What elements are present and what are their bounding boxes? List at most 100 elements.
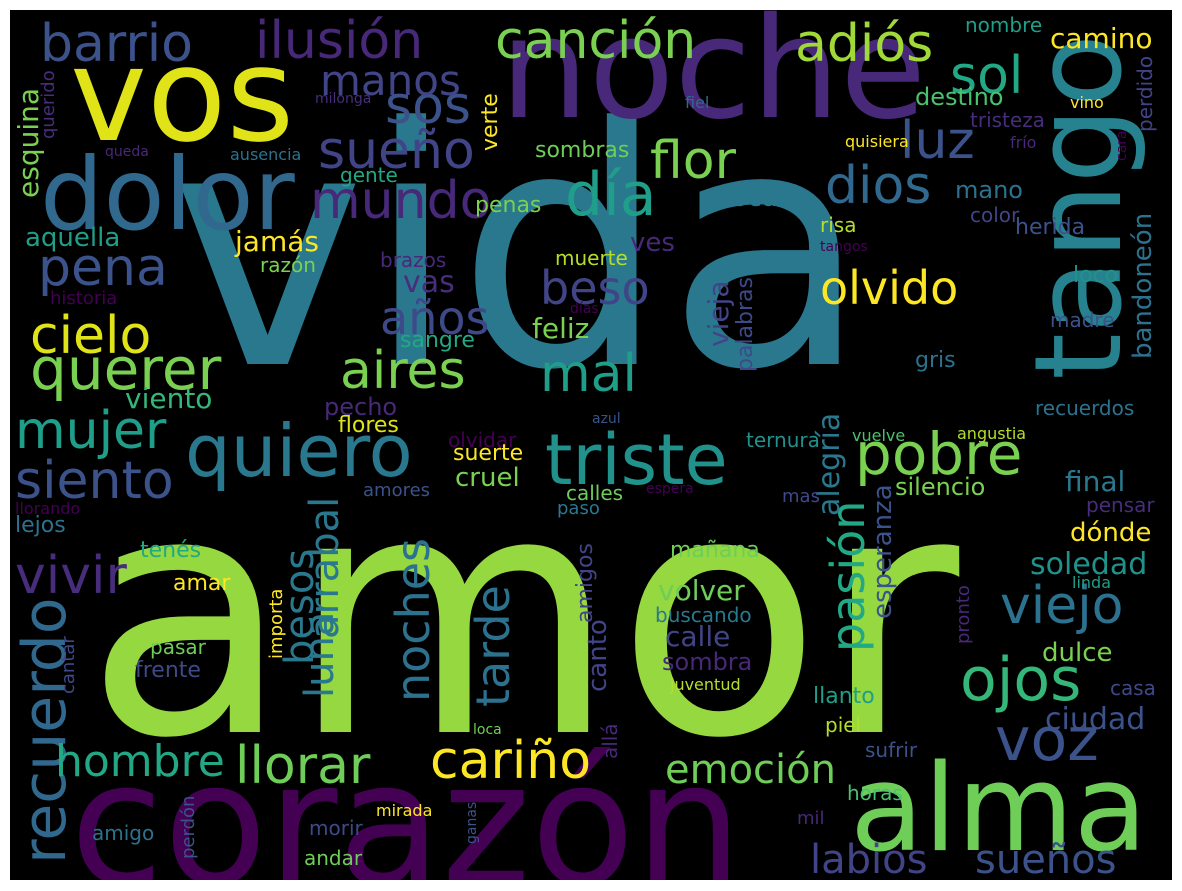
- cloud-word: pobre: [855, 420, 1023, 488]
- cloud-word: dolor: [40, 136, 295, 253]
- cloud-word: amigos: [573, 542, 598, 623]
- cloud-word: final: [1065, 465, 1126, 498]
- cloud-word: historia: [50, 288, 118, 309]
- cloud-word: amores: [363, 480, 431, 501]
- cloud-word: beso: [540, 261, 650, 315]
- cloud-word: vuelve: [852, 426, 906, 445]
- cloud-word: verte: [478, 92, 503, 151]
- cloud-word: bandoneón: [1128, 212, 1158, 359]
- cloud-word: morir: [309, 816, 363, 840]
- cloud-word: cantar: [58, 636, 79, 695]
- cloud-word: sueño: [318, 121, 475, 181]
- cloud-word: pena: [38, 238, 168, 298]
- cloud-word: ojos: [960, 645, 1082, 715]
- cloud-word: manos: [320, 56, 461, 105]
- cloud-word: mas: [782, 486, 820, 507]
- cloud-word: boca: [715, 183, 778, 213]
- cloud-word: llanto: [813, 684, 875, 709]
- cloud-word: aquella: [25, 223, 121, 253]
- cloud-word: gris: [915, 348, 956, 373]
- cloud-word: frío: [1010, 133, 1037, 152]
- cloud-word: perdón: [178, 795, 199, 860]
- cloud-word: pecho: [324, 393, 398, 421]
- cloud-word: frente: [135, 658, 201, 683]
- cloud-word: pensar: [1086, 493, 1155, 517]
- cloud-word: llorar: [235, 736, 371, 796]
- cloud-word: pasar: [150, 635, 206, 659]
- cloud-word: ciudad: [1045, 702, 1146, 737]
- cloud-word: sos: [385, 76, 471, 136]
- cloud-word: muerte: [555, 246, 628, 270]
- cloud-word: pronto: [953, 585, 974, 645]
- cloud-word: labios: [810, 837, 928, 880]
- cloud-word: risa: [820, 213, 857, 237]
- cloud-word: penas: [475, 193, 542, 218]
- cloud-word: ganas: [464, 801, 480, 844]
- cloud-word: jamás: [235, 225, 319, 258]
- cloud-word: tenés: [140, 538, 202, 563]
- cloud-word: olvido: [820, 261, 959, 315]
- cloud-word: vida: [170, 58, 869, 442]
- cloud-word: cielo: [30, 306, 152, 366]
- cloud-word: flores: [338, 413, 399, 438]
- word-cloud: vida amor corazón noche tango alma vos dolor qui…: [10, 10, 1172, 880]
- cloud-word: flor: [650, 131, 736, 191]
- cloud-word: lejos: [15, 513, 66, 538]
- cloud-word: ves: [630, 228, 675, 258]
- cloud-word: amar: [173, 571, 231, 596]
- cloud-word: vos: [70, 19, 295, 171]
- cloud-word: andar: [304, 846, 363, 870]
- cloud-word: tristeza: [970, 108, 1045, 132]
- cloud-word: calle: [665, 620, 731, 653]
- cloud-word: allá: [598, 723, 622, 759]
- cloud-word: tangos: [820, 239, 868, 255]
- cloud-word: angustia: [957, 424, 1027, 443]
- cloud-word: loca: [473, 722, 502, 738]
- cloud-word: hombre: [55, 736, 225, 787]
- cloud-word: dónde: [1070, 518, 1152, 548]
- cloud-word: ilusión: [255, 11, 424, 71]
- cloud-word: sombras: [535, 138, 630, 163]
- cloud-word: vivir: [15, 546, 127, 606]
- cloud-word: viejo: [1000, 576, 1124, 636]
- cloud-word: mil: [797, 808, 825, 829]
- cloud-word: mañana: [670, 538, 760, 563]
- cloud-word: triste: [545, 419, 728, 501]
- cloud-word: amigo: [92, 821, 155, 845]
- cloud-word: noches: [386, 537, 440, 702]
- cloud-word: cara: [1114, 130, 1130, 161]
- cloud-word: emoción: [665, 747, 836, 793]
- cloud-word: destino: [915, 83, 1004, 111]
- cloud-word: cruel: [455, 463, 520, 493]
- cloud-word: silencio: [895, 473, 986, 501]
- cloud-word: pasión: [821, 500, 875, 652]
- cloud-word: viento: [125, 382, 213, 415]
- cloud-word: quisiera: [845, 132, 909, 151]
- cloud-word: sueños: [975, 837, 1117, 880]
- cloud-word: dulce: [1042, 638, 1113, 668]
- cloud-word: dios: [825, 156, 932, 216]
- cloud-word: luz: [900, 111, 975, 171]
- cloud-word: aires: [340, 341, 466, 401]
- cloud-word: nombre: [965, 13, 1043, 37]
- cloud-word: importa: [266, 588, 287, 660]
- cloud-word: años: [380, 291, 490, 345]
- cloud-word: días: [570, 301, 599, 317]
- cloud-word: palabras: [733, 276, 758, 372]
- cloud-word: sombra: [662, 648, 753, 676]
- cloud-word: canción: [495, 11, 697, 71]
- cloud-word: casa: [1110, 676, 1156, 700]
- cloud-word: juventud: [670, 675, 741, 694]
- cloud-word: tarde: [466, 584, 520, 707]
- cloud-word: querido: [38, 70, 59, 140]
- cloud-word: feliz: [532, 312, 590, 345]
- cloud-word: volver: [658, 574, 745, 607]
- cloud-word: sufrir: [865, 738, 918, 762]
- cloud-word: mujer: [15, 401, 167, 461]
- cloud-word: querer: [30, 335, 222, 403]
- cloud-word: calles: [566, 481, 624, 505]
- cloud-word: siento: [15, 451, 174, 511]
- cloud-word: vino: [1070, 93, 1104, 112]
- cloud-word: voz: [995, 705, 1099, 775]
- cloud-word: alma: [850, 740, 1148, 879]
